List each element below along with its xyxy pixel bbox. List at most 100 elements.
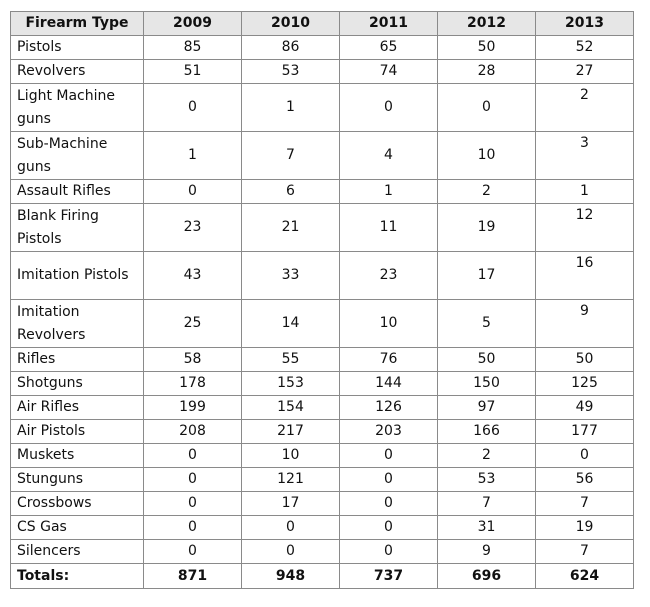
- cell-2013: 3: [535, 131, 634, 180]
- cell-2010: 55: [241, 347, 340, 372]
- table-row: Light Machine guns 0 1 0 0 2: [10, 83, 634, 132]
- cell-2009: 0: [143, 515, 242, 540]
- cell-2012: 5: [437, 299, 536, 348]
- table-row: Shotguns 178 153 144 150 125: [10, 371, 634, 396]
- cell-2013: 49: [535, 395, 634, 420]
- row-label: Muskets: [10, 443, 144, 468]
- cell-2010: 154: [241, 395, 340, 420]
- cell-2010: 0: [241, 515, 340, 540]
- cell-2010: 17: [241, 491, 340, 516]
- cell-2011: 0: [339, 539, 438, 564]
- cell-2013: 56: [535, 467, 634, 492]
- cell-2012: 166: [437, 419, 536, 444]
- row-label: Revolvers: [10, 59, 144, 84]
- cell-2010: 7: [241, 131, 340, 180]
- cell-2012: 9: [437, 539, 536, 564]
- cell-2013: 177: [535, 419, 634, 444]
- header-2012: 2012: [437, 11, 536, 36]
- cell-2012: 0: [437, 83, 536, 132]
- table-row: Sub-Machine guns 1 7 4 10 3: [10, 131, 634, 180]
- row-label: Shotguns: [10, 371, 144, 396]
- cell-2011: 0: [339, 83, 438, 132]
- cell-2009: 0: [143, 179, 242, 204]
- cell-2009: 1: [143, 131, 242, 180]
- cell-2012: 150: [437, 371, 536, 396]
- cell-2011: 0: [339, 491, 438, 516]
- cell-2009: 51: [143, 59, 242, 84]
- cell-2012: 19: [437, 203, 536, 252]
- cell-2012: 50: [437, 35, 536, 60]
- cell-2013: 52: [535, 35, 634, 60]
- cell-2012: 10: [437, 131, 536, 180]
- row-label: Air Rifles: [10, 395, 144, 420]
- cell-2010: 53: [241, 59, 340, 84]
- cell-2011: 0: [339, 467, 438, 492]
- table-row: Imitation Pistols 43 33 23 17 16: [10, 251, 634, 300]
- row-label: Imitation Pistols: [10, 251, 144, 300]
- row-label: Assault Rifles: [10, 179, 144, 204]
- total-2012: 696: [437, 563, 536, 589]
- row-label: Blank Firing Pistols: [10, 203, 144, 252]
- cell-2011: 203: [339, 419, 438, 444]
- cell-2011: 10: [339, 299, 438, 348]
- cell-2013: 27: [535, 59, 634, 84]
- total-2013: 624: [535, 563, 634, 589]
- cell-2012: 50: [437, 347, 536, 372]
- cell-2011: 11: [339, 203, 438, 252]
- cell-2012: 28: [437, 59, 536, 84]
- cell-2010: 10: [241, 443, 340, 468]
- cell-2009: 85: [143, 35, 242, 60]
- cell-2009: 208: [143, 419, 242, 444]
- cell-2009: 199: [143, 395, 242, 420]
- cell-2012: 2: [437, 443, 536, 468]
- table-row: Stunguns 0 121 0 53 56: [10, 467, 634, 492]
- cell-2013: 2: [535, 83, 634, 132]
- cell-2009: 0: [143, 83, 242, 132]
- cell-2011: 74: [339, 59, 438, 84]
- row-label: Sub-Machine guns: [10, 131, 144, 180]
- cell-2011: 144: [339, 371, 438, 396]
- cell-2011: 4: [339, 131, 438, 180]
- header-2011: 2011: [339, 11, 438, 36]
- table-row: CS Gas 0 0 0 31 19: [10, 515, 634, 540]
- table-row: Air Rifles 199 154 126 97 49: [10, 395, 634, 420]
- cell-2010: 153: [241, 371, 340, 396]
- cell-2013: 7: [535, 539, 634, 564]
- firearms-table: Firearm Type 2009 2010 2011 2012 2013 Pi…: [10, 11, 634, 589]
- table-row: Muskets 0 10 0 2 0: [10, 443, 634, 468]
- cell-2012: 17: [437, 251, 536, 300]
- cell-2009: 23: [143, 203, 242, 252]
- table-body: Pistols 85 86 65 50 52 Revolvers 51 53 74 28 27 Ligh…: [10, 35, 634, 564]
- cell-2009: 0: [143, 539, 242, 564]
- cell-2010: 121: [241, 467, 340, 492]
- cell-2011: 76: [339, 347, 438, 372]
- cell-2013: 0: [535, 443, 634, 468]
- row-label: CS Gas: [10, 515, 144, 540]
- cell-2012: 31: [437, 515, 536, 540]
- totals-label: Totals:: [10, 563, 144, 589]
- cell-2010: 86: [241, 35, 340, 60]
- cell-2011: 126: [339, 395, 438, 420]
- cell-2013: 19: [535, 515, 634, 540]
- cell-2012: 7: [437, 491, 536, 516]
- table-row: Blank Firing Pistols 23 21 11 19 12: [10, 203, 634, 252]
- row-label: Light Machine guns: [10, 83, 144, 132]
- row-label: Air Pistols: [10, 419, 144, 444]
- cell-2011: 23: [339, 251, 438, 300]
- cell-2009: 0: [143, 443, 242, 468]
- table-row: Imitation Revolvers 25 14 10 5 9: [10, 299, 634, 348]
- cell-2011: 1: [339, 179, 438, 204]
- table-row: Pistols 85 86 65 50 52: [10, 35, 634, 60]
- cell-2009: 58: [143, 347, 242, 372]
- cell-2010: 6: [241, 179, 340, 204]
- cell-2010: 21: [241, 203, 340, 252]
- cell-2013: 7: [535, 491, 634, 516]
- table-row: Rifles 58 55 76 50 50: [10, 347, 634, 372]
- header-2009: 2009: [143, 11, 242, 36]
- total-2009: 871: [143, 563, 242, 589]
- table-row: Silencers 0 0 0 9 7: [10, 539, 634, 564]
- total-2011: 737: [339, 563, 438, 589]
- cell-2013: 50: [535, 347, 634, 372]
- row-label: Rifles: [10, 347, 144, 372]
- header-firearm-type: Firearm Type: [10, 11, 144, 36]
